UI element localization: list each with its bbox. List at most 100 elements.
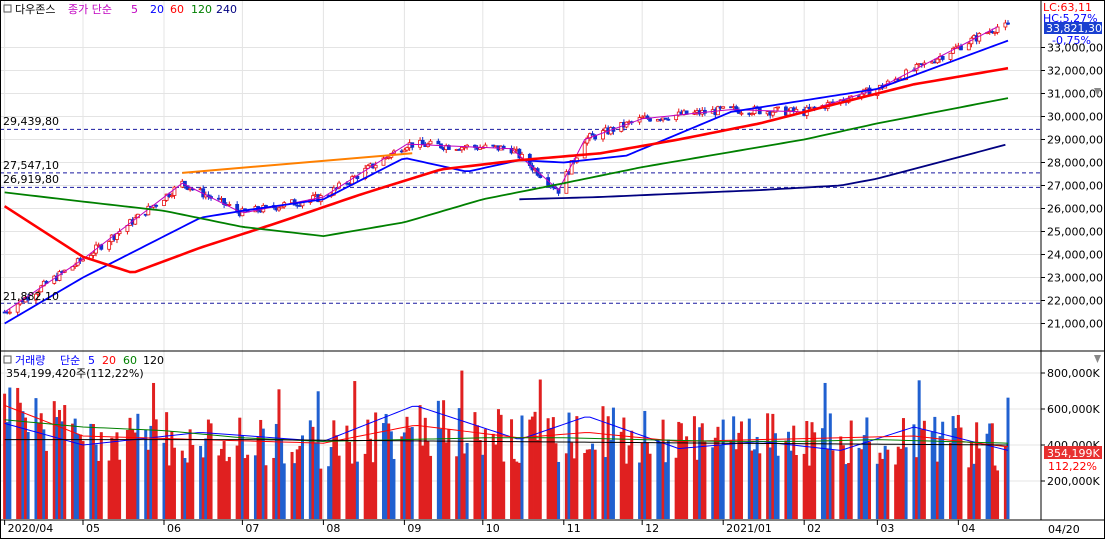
- volume-bar: [551, 417, 555, 519]
- candle-body: [966, 43, 971, 51]
- volume-bar: [128, 417, 132, 519]
- volume-bar: [841, 445, 845, 519]
- volume-bar: [81, 441, 85, 519]
- volume-menu-icon[interactable]: [3, 355, 12, 364]
- candle-body: [648, 118, 652, 122]
- volume-bar: [881, 458, 885, 519]
- volume-bar: [747, 418, 751, 519]
- candle-body: [34, 293, 38, 301]
- volume-bar: [146, 449, 150, 519]
- price-ma-20: 20: [150, 3, 164, 16]
- candle-body: [169, 195, 174, 198]
- volume-bar: [949, 442, 953, 519]
- volume-bar: [554, 443, 558, 519]
- panel-menu-icon[interactable]: [3, 4, 12, 13]
- candle-body: [750, 113, 754, 115]
- candle-body: [172, 186, 177, 196]
- volume-bar: [118, 459, 122, 519]
- volume-bar: [42, 429, 46, 519]
- volume-scroll-icon[interactable]: [1094, 355, 1101, 363]
- volume-bar: [975, 422, 979, 519]
- volume-bar: [716, 426, 720, 519]
- volume-bar: [802, 453, 806, 519]
- volume-bar: [400, 436, 404, 519]
- candle-body: [940, 55, 945, 60]
- candle-body: [373, 164, 378, 169]
- volume-bar: [97, 460, 101, 519]
- candle-body: [663, 117, 668, 120]
- volume-bar: [115, 432, 119, 519]
- volume-bar: [272, 457, 276, 519]
- volume-bar: [996, 470, 1000, 519]
- volume-bar: [282, 463, 286, 519]
- volume-bar: [455, 456, 459, 519]
- volume-bar: [894, 464, 898, 519]
- price-tick-label: 26,000,00: [1047, 203, 1103, 216]
- volume-tick-label: 200,000K: [1047, 475, 1100, 488]
- volume-bar: [201, 457, 205, 519]
- date-tick-label: 2020/04: [8, 522, 54, 535]
- volume-bar: [44, 450, 48, 519]
- volume-bar: [807, 465, 811, 519]
- volume-bar: [274, 423, 278, 519]
- volume-bar: [768, 447, 772, 519]
- volume-bar: [162, 442, 166, 519]
- volume-bar: [813, 432, 817, 519]
- volume-bar: [792, 425, 796, 519]
- volume-bar: [180, 450, 184, 519]
- candle-body: [948, 52, 953, 60]
- volume-bar: [355, 461, 359, 519]
- volume-bar: [664, 462, 668, 519]
- volume-bar: [755, 436, 759, 519]
- level-label-3: 26,919,80: [3, 173, 59, 186]
- volume-bar: [546, 418, 550, 519]
- candle-body: [436, 140, 441, 145]
- price-ma-label: 종가 단순: [68, 3, 112, 16]
- volume-bar: [172, 447, 176, 519]
- volume-bar: [277, 389, 281, 519]
- price-ma-240: 240: [216, 3, 237, 16]
- volume-bar: [666, 439, 670, 519]
- volume-bar: [319, 468, 323, 519]
- volume-bar: [956, 414, 960, 519]
- price-scroll-icon[interactable]: [1094, 88, 1101, 96]
- volume-bar: [638, 462, 642, 519]
- volume-bar: [55, 417, 59, 519]
- volume-bar: [107, 460, 111, 519]
- volume-bar: [363, 453, 367, 519]
- volume-ma-5: 5: [88, 354, 95, 367]
- volume-bar: [227, 456, 231, 519]
- volume-bar: [591, 443, 595, 519]
- volume-bar: [99, 432, 103, 519]
- volume-bar: [125, 430, 129, 519]
- price-ma-60: 60: [170, 3, 184, 16]
- volume-ma-20: 20: [102, 354, 116, 367]
- volume-bar: [698, 427, 702, 519]
- volume-bar: [353, 381, 357, 519]
- volume-bar: [478, 440, 482, 519]
- volume-ma-line-5: [4, 405, 1009, 451]
- volume-bar: [847, 463, 851, 519]
- price-tick-label: 28,000,00: [1047, 157, 1103, 170]
- volume-bar: [246, 454, 250, 519]
- volume-bar: [405, 416, 409, 519]
- price-tick-label: 32,000,00: [1047, 65, 1103, 78]
- volume-bar: [112, 438, 116, 519]
- volume-bar: [922, 420, 926, 519]
- price-axis-ticks: 33,000,00 32,000,00 31,000,00 30,000,00 29,0…: [1041, 42, 1103, 331]
- candle-body: [264, 204, 268, 207]
- candle-body: [914, 63, 919, 71]
- volume-bar: [89, 423, 93, 519]
- volume-bar: [24, 417, 28, 519]
- current-volume-tag: [1044, 446, 1102, 459]
- volume-bar: [794, 455, 798, 519]
- volume-bar: [298, 445, 302, 519]
- volume-bar: [439, 428, 443, 519]
- volume-bar: [938, 436, 942, 519]
- volume-bar: [290, 451, 294, 519]
- volume-bar: [860, 449, 864, 519]
- date-tick-label: 2021/01: [726, 522, 772, 535]
- volume-bar: [219, 448, 223, 519]
- volume-bar: [510, 419, 514, 519]
